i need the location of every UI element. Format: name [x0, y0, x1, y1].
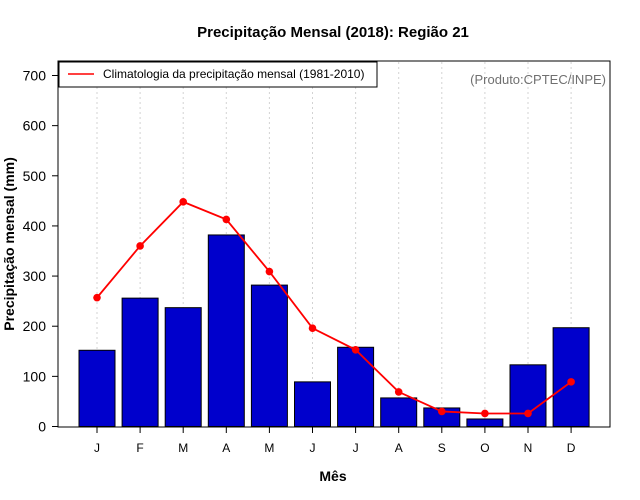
x-axis-title: Mês [319, 468, 346, 484]
y-tick-label: 700 [23, 68, 47, 84]
climatology-point-9 [438, 407, 446, 416]
x-tick-label: M [178, 441, 188, 455]
y-tick-label: 600 [23, 118, 47, 134]
chart-title: Precipitação Mensal (2018): Região 21 [197, 24, 469, 41]
y-tick-label: 200 [23, 318, 47, 334]
bar-2 [121, 297, 159, 427]
y-tick-label: 100 [23, 368, 47, 384]
y-tick-label: 300 [23, 268, 47, 284]
legend-label: Climatologia da precipitação mensal (198… [103, 67, 364, 81]
bars [78, 234, 590, 428]
climatology-polyline [96, 200, 572, 415]
climatology-point-8 [394, 388, 403, 396]
x-tick-label: S [438, 441, 446, 455]
legend-box [58, 61, 378, 88]
climatology-point-7 [351, 345, 360, 354]
y-axis: 0 100 200 300 400 500 600 700 [23, 68, 58, 435]
y-tick-label: 500 [23, 168, 47, 184]
climatology-point-4 [222, 215, 231, 224]
climatology-point-6 [308, 324, 317, 333]
x-tick-label: N [524, 441, 533, 455]
bar-10 [466, 418, 504, 428]
climatology-point-2 [136, 242, 144, 250]
climatology-point-1 [93, 293, 101, 302]
bar-1 [78, 349, 116, 428]
x-tick-label: J [353, 441, 359, 455]
x-tick-label: J [310, 441, 316, 455]
x-tick-label: A [222, 441, 230, 455]
y-tick-label: 400 [23, 218, 47, 234]
climatology-point-12 [567, 378, 575, 386]
bar-7 [337, 346, 375, 428]
plot-frame [57, 60, 611, 428]
legend: Climatologia da precipitação mensal (198… [58, 61, 378, 88]
climatology-point-3 [179, 198, 187, 206]
bar-12 [552, 327, 590, 427]
x-tick-label: M [264, 441, 274, 455]
climatology-line [93, 198, 575, 418]
x-tick-label: J [94, 441, 100, 455]
bar-3 [164, 307, 202, 428]
climatology-point-10 [481, 409, 489, 418]
bar-5 [250, 284, 288, 427]
bar-8 [380, 397, 418, 428]
climatology-point-5 [265, 267, 274, 276]
x-tick-label: O [480, 441, 489, 455]
y-axis-title: Precipitação mensal (mm) [1, 157, 17, 331]
bar-6 [294, 381, 331, 428]
x-tick-label: F [136, 441, 143, 455]
credit-annotation: (Produto:CPTEC/INPE) [470, 72, 606, 87]
climatology-point-11 [524, 409, 532, 418]
bar-4 [207, 234, 245, 427]
x-tick-label: D [567, 441, 576, 455]
x-tick-label: A [395, 441, 403, 455]
y-tick-label: 0 [38, 419, 46, 435]
